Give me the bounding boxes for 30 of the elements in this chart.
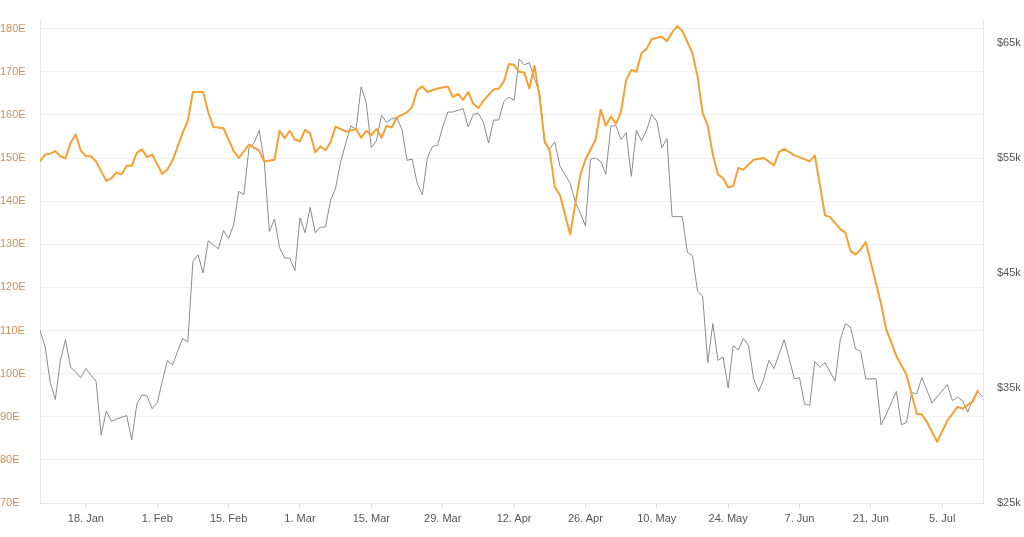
- x-tick-label: 15. Feb: [209, 511, 248, 524]
- y-tick-label: 120E: [0, 280, 26, 293]
- x-tick-label: 21. Jun: [852, 511, 889, 524]
- y-tick-label: 170E: [0, 64, 26, 77]
- x-tick-label: 15. Mar: [352, 511, 391, 524]
- y-tick-label: 140E: [0, 194, 26, 207]
- y-tick-label: 160E: [0, 107, 26, 120]
- y-tick-label: 150E: [0, 151, 26, 164]
- x-tick-label: 1. Feb: [141, 511, 173, 524]
- y-tick-label: 80E: [0, 452, 20, 465]
- y2-tick-label: $45k: [997, 266, 1022, 279]
- x-tick-label: 1. Mar: [284, 511, 316, 524]
- x-tick-label: 29. Mar: [424, 511, 462, 524]
- y2-tick-label: $25k: [997, 496, 1022, 509]
- y-tick-label: 110E: [0, 323, 25, 336]
- y-tick-label: 90E: [0, 409, 20, 422]
- y-tick-label: 180E: [0, 21, 26, 34]
- y-tick-label: 130E: [0, 237, 26, 250]
- x-tick-label: 5. Jul: [929, 511, 956, 524]
- y2-tick-label: $55k: [997, 151, 1022, 164]
- x-tick-label: 7. Jun: [784, 511, 815, 524]
- x-tick-label: 26. Apr: [567, 511, 604, 524]
- y-tick-label: 100E: [0, 366, 26, 379]
- y-tick-label: 70E: [0, 496, 20, 509]
- x-tick-label: 18. Jan: [67, 511, 104, 524]
- y2-tick-label: $35k: [997, 381, 1022, 394]
- x-tick-label: 10. May: [637, 511, 677, 524]
- y2-tick-label: $65k: [997, 36, 1022, 49]
- x-tick-label: 12. Apr: [496, 511, 532, 524]
- x-tick-label: 24. May: [708, 511, 749, 524]
